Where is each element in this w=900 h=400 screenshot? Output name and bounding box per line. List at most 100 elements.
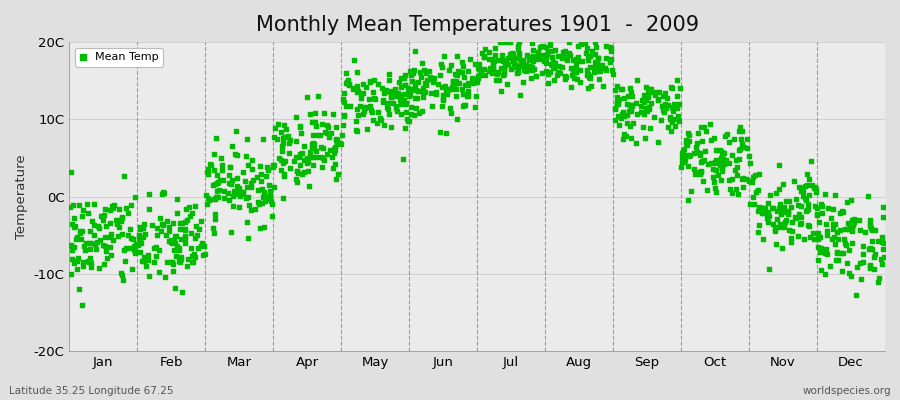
Mean Temp (382, 100, 396, 106)
Mean Temp (178, 240, 193, 246)
Mean Temp (506, 58, 520, 65)
Mean Temp (184, 244, 199, 251)
Mean Temp (690, 169, 705, 175)
Mean Temp (289, 176, 303, 182)
Mean Temp (418, 80, 432, 87)
Mean Temp (194, 243, 208, 250)
Mean Temp (847, 219, 861, 225)
Mean Temp (478, 71, 492, 78)
Mean Temp (625, 102, 639, 108)
Mean Temp (603, 44, 617, 51)
Mean Temp (210, 188, 224, 194)
Mean Temp (569, 56, 583, 62)
Mean Temp (841, 260, 855, 266)
Mean Temp (677, 155, 691, 161)
Mean Temp (309, 148, 323, 154)
Mean Temp (634, 103, 648, 109)
Mean Temp (829, 257, 843, 264)
Mean Temp (708, 160, 723, 166)
Mean Temp (522, 57, 536, 64)
Mean Temp (230, 175, 244, 181)
Mean Temp (640, 108, 654, 114)
Mean Temp (616, 94, 631, 101)
Mean Temp (294, 130, 309, 136)
Mean Temp (486, 67, 500, 74)
Mean Temp (231, 185, 246, 191)
Mean Temp (844, 273, 859, 280)
Mean Temp (274, 129, 288, 135)
Mean Temp (165, 259, 179, 266)
Mean Temp (794, 188, 808, 194)
Mean Temp (610, 112, 625, 119)
Mean Temp (175, 254, 189, 260)
Mean Temp (328, 136, 343, 143)
Mean Temp (680, 141, 694, 148)
Mean Temp (495, 52, 509, 58)
Mean Temp (189, 222, 203, 229)
Mean Temp (268, 125, 283, 132)
Mean Temp (213, 155, 228, 161)
Mean Temp (349, 126, 364, 133)
Mean Temp (393, 94, 408, 100)
Mean Temp (160, 259, 175, 265)
Mean Temp (387, 86, 401, 92)
Mean Temp (307, 140, 321, 147)
Mean Temp (167, 247, 182, 253)
Mean Temp (388, 105, 402, 112)
Mean Temp (390, 108, 404, 114)
Mean Temp (472, 72, 487, 78)
Mean Temp (603, 58, 617, 65)
Mean Temp (598, 67, 613, 74)
Mean Temp (634, 109, 649, 116)
Mean Temp (810, 205, 824, 212)
Mean Temp (616, 136, 631, 142)
Mean Temp (148, 253, 163, 259)
Mean Temp (804, 158, 818, 164)
Mean Temp (98, 243, 112, 250)
Mean Temp (507, 63, 521, 69)
Mean Temp (190, 232, 204, 238)
Mean Temp (877, 246, 891, 252)
Mean Temp (107, 202, 122, 208)
Mean Temp (199, 192, 213, 198)
Mean Temp (87, 241, 102, 248)
Mean Temp (398, 72, 412, 78)
Mean Temp (96, 212, 111, 218)
Mean Temp (744, 179, 759, 185)
Mean Temp (284, 137, 298, 143)
Mean Temp (356, 111, 370, 118)
Mean Temp (777, 224, 791, 230)
Mean Temp (210, 180, 224, 186)
Mean Temp (834, 267, 849, 274)
Mean Temp (623, 102, 637, 108)
Mean Temp (386, 88, 400, 94)
Mean Temp (734, 128, 749, 134)
Mean Temp (194, 218, 209, 224)
Mean Temp (241, 194, 256, 200)
Mean Temp (483, 64, 498, 71)
Mean Temp (289, 153, 303, 160)
Mean Temp (487, 57, 501, 64)
Mean Temp (635, 97, 650, 103)
Mean Temp (448, 78, 463, 84)
Mean Temp (158, 273, 172, 280)
Mean Temp (162, 238, 176, 244)
Mean Temp (166, 268, 180, 274)
Mean Temp (667, 101, 681, 108)
Mean Temp (110, 219, 124, 226)
Mean Temp (803, 234, 817, 240)
Mean Temp (397, 74, 411, 81)
Mean Temp (305, 141, 320, 148)
Mean Temp (349, 118, 364, 124)
Mean Temp (434, 61, 448, 67)
Mean Temp (624, 102, 638, 109)
Mean Temp (774, 211, 788, 218)
Mean Temp (454, 69, 469, 76)
Mean Temp (386, 100, 400, 106)
Mean Temp (446, 78, 460, 84)
Mean Temp (548, 47, 562, 54)
Mean Temp (491, 57, 506, 64)
Mean Temp (798, 197, 813, 204)
Mean Temp (425, 103, 439, 109)
Mean Temp (746, 194, 760, 200)
